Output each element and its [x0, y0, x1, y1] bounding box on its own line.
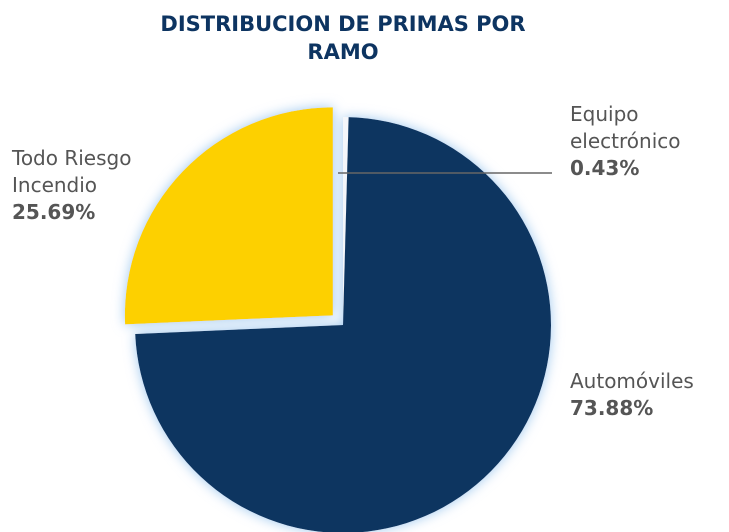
label: Automóviles 73.88%	[570, 368, 729, 422]
category-label: Equipo electrónico	[570, 102, 681, 153]
value-label: 73.88%	[570, 396, 654, 420]
pie	[124, 107, 551, 532]
category-label: Todo Riesgo Incendio	[12, 146, 132, 197]
label: Todo Riesgo Incendio 25.69%	[12, 145, 182, 226]
value-label: 0.43%	[570, 156, 640, 180]
pie-slice	[135, 117, 551, 532]
category-label: Automóviles	[570, 369, 694, 393]
chart-title: DISTRIBUCION DE PRIMAS POR RAMO	[160, 12, 526, 64]
pie-slice	[124, 107, 333, 325]
pie-slice	[343, 117, 349, 325]
value-label: 25.69%	[12, 200, 96, 224]
label: Equipo electrónico 0.43%	[570, 101, 720, 182]
